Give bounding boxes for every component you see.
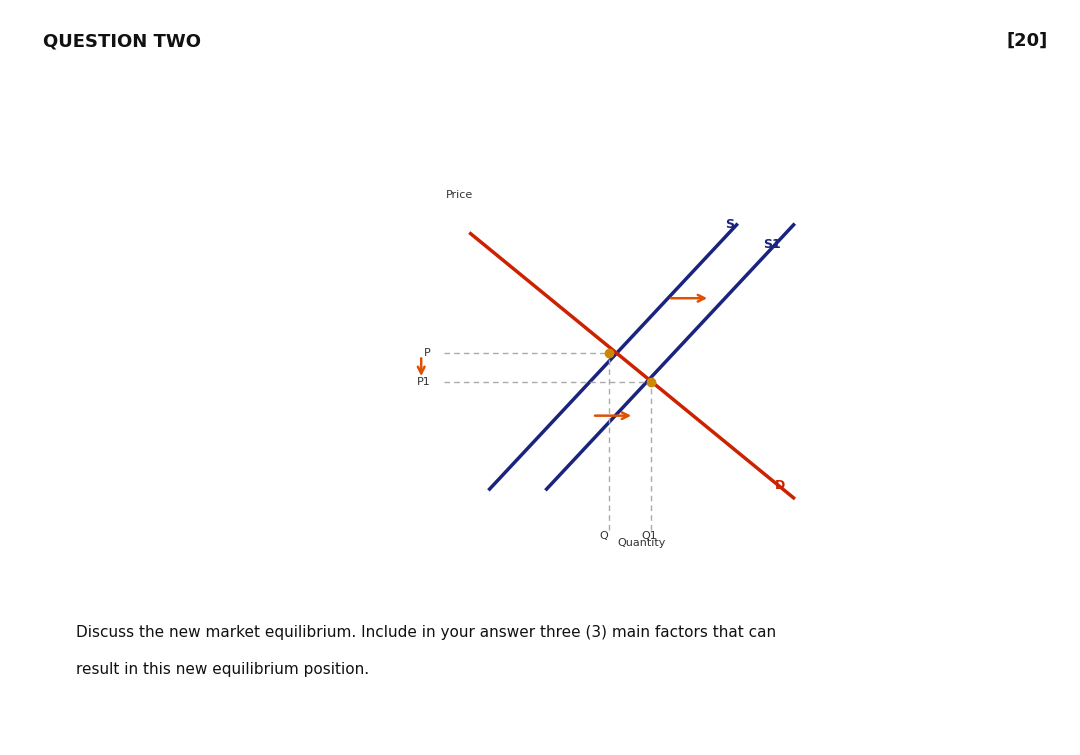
Text: QUESTION TWO: QUESTION TWO <box>43 32 201 50</box>
Text: Q1: Q1 <box>642 531 657 541</box>
Text: Price: Price <box>446 190 473 200</box>
Text: D: D <box>774 479 785 492</box>
Text: S1: S1 <box>764 239 781 251</box>
Text: [20]: [20] <box>1007 32 1048 50</box>
Text: Q: Q <box>599 531 608 541</box>
Text: P: P <box>424 347 431 358</box>
Text: S: S <box>725 217 734 231</box>
Text: Discuss the new market equilibrium. Include in your answer three (3) main factor: Discuss the new market equilibrium. Incl… <box>76 625 775 640</box>
Text: result in this new equilibrium position.: result in this new equilibrium position. <box>76 662 368 677</box>
Text: P1: P1 <box>417 377 431 387</box>
Text: Quantity: Quantity <box>618 538 665 548</box>
